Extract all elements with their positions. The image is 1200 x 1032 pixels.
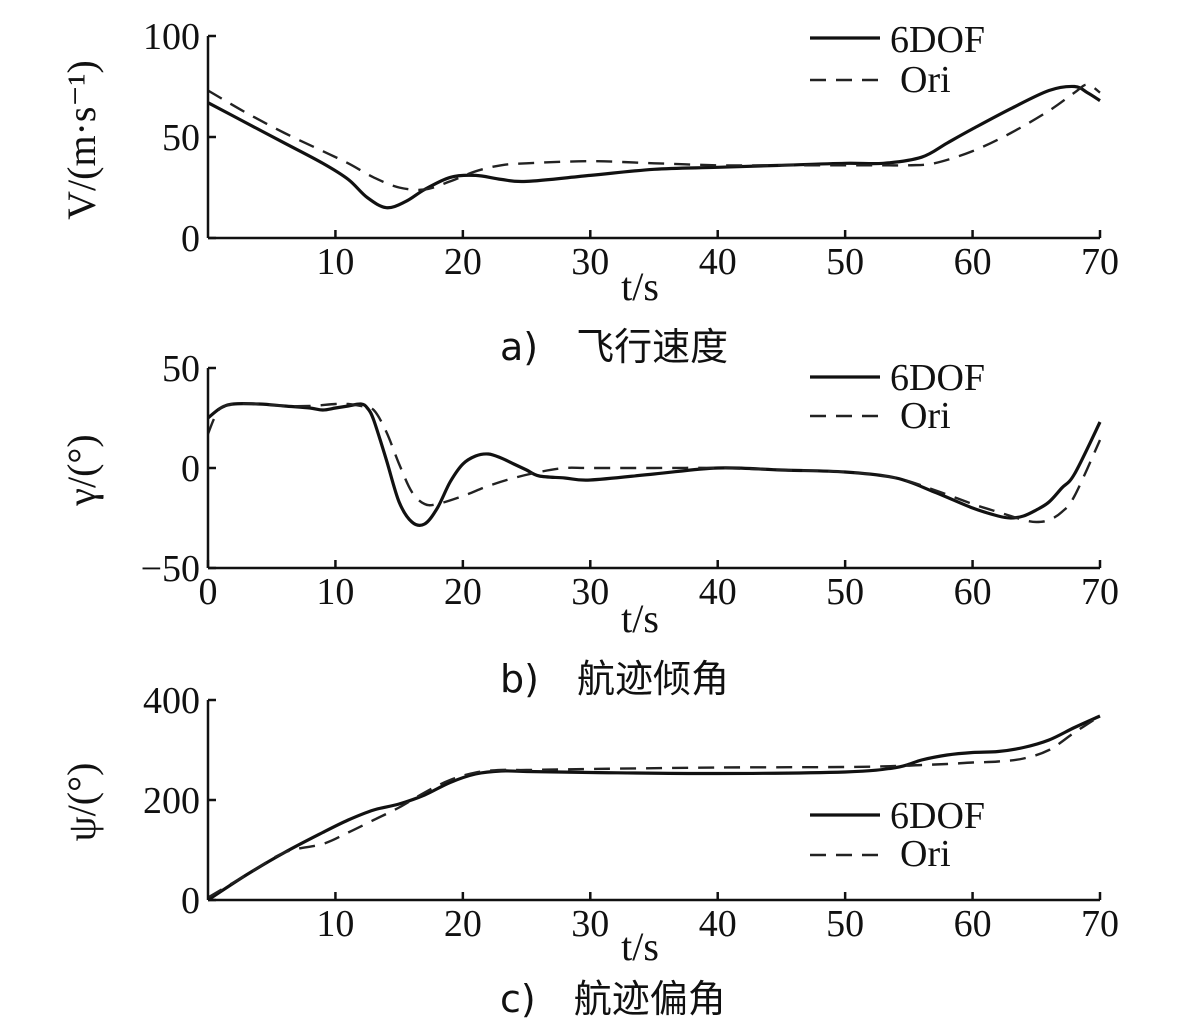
- legend-label-6dof: 6DOF: [890, 357, 985, 399]
- panel-a-xlabel: t/s: [621, 264, 659, 309]
- x-tick-label: 30: [571, 571, 609, 613]
- panel-a-legend: 6DOF Ori: [810, 19, 985, 101]
- legend-label-6dof: 6DOF: [890, 795, 985, 837]
- panel-c-ticks: 10 20 30 40 50 60 70 0 200 400: [143, 680, 1119, 945]
- panel-c-xlabel: t/s: [621, 924, 659, 969]
- x-tick-label: 10: [316, 241, 354, 283]
- series-line-ori: [207, 715, 1101, 899]
- panel-a-series-group: [207, 83, 1101, 210]
- x-tick-label: 40: [699, 571, 737, 613]
- y-tick-label: 50: [162, 348, 200, 390]
- series-line-6dof: [207, 84, 1101, 210]
- x-tick-label: 50: [826, 571, 864, 613]
- x-tick-label: 50: [826, 241, 864, 283]
- y-tick-label: −50: [141, 548, 200, 590]
- series-line-ori: [207, 83, 1101, 192]
- x-tick-label: 0: [199, 571, 218, 613]
- x-tick-label: 30: [571, 241, 609, 283]
- x-tick-label: 20: [444, 903, 482, 945]
- x-tick-label: 40: [699, 903, 737, 945]
- x-tick-label: 10: [316, 571, 354, 613]
- series-line-6dof: [207, 714, 1101, 902]
- panel-c-series-group: [207, 714, 1101, 902]
- x-tick-label: 70: [1081, 903, 1119, 945]
- x-tick-label: 70: [1081, 241, 1119, 283]
- x-tick-label: 60: [954, 903, 992, 945]
- x-tick-label: 20: [444, 241, 482, 283]
- panel-a-caption: a) 飞行速度: [500, 325, 728, 369]
- x-tick-label: 50: [826, 903, 864, 945]
- x-tick-label: 70: [1081, 571, 1119, 613]
- x-tick-label: 40: [699, 241, 737, 283]
- y-tick-label: 400: [143, 680, 200, 722]
- x-tick-label: 30: [571, 903, 609, 945]
- y-tick-label: 200: [143, 780, 200, 822]
- x-tick-label: 10: [316, 903, 354, 945]
- y-tick-label: 0: [181, 448, 200, 490]
- panel-a-ylabel: V/(m·s⁻¹): [59, 60, 104, 220]
- panel-a: 10 20 30 40 50 60 70 0 50 100 t/s V/(m·s⁻¹) 6DOF …: [59, 16, 1119, 369]
- panel-a-axes: [206, 36, 1100, 240]
- panel-c: 10 20 30 40 50 60 70 0 200 400 t/s ψ/(°) 6DOF Ori…: [59, 680, 1119, 1021]
- x-tick-label: 60: [954, 241, 992, 283]
- panel-b-caption: b) 航迹倾角: [500, 657, 729, 701]
- panel-a-ticks: 10 20 30 40 50 60 70 0 50 100: [143, 16, 1119, 283]
- panel-b-series-group: [206, 402, 1102, 527]
- legend-label-ori: Ori: [900, 833, 951, 875]
- x-tick-label: 20: [444, 571, 482, 613]
- legend-label-ori: Ori: [900, 59, 951, 101]
- x-tick-label: 60: [954, 571, 992, 613]
- panel-c-ylabel: ψ/(°): [59, 763, 104, 842]
- legend-label-6dof: 6DOF: [890, 19, 985, 61]
- panel-b-legend: 6DOF Ori: [810, 357, 985, 437]
- legend-label-ori: Ori: [900, 395, 951, 437]
- panel-c-legend: 6DOF Ori: [810, 795, 985, 875]
- panel-b-xlabel: t/s: [621, 596, 659, 641]
- series-line-ori: [206, 402, 1102, 524]
- y-tick-label: 50: [162, 117, 200, 159]
- series-line-6dof: [206, 402, 1102, 527]
- panel-b-ylabel: γ/(°): [59, 434, 104, 506]
- panel-c-caption: c) 航迹偏角: [500, 977, 726, 1021]
- y-tick-label: 0: [181, 218, 200, 260]
- y-tick-label: 0: [181, 880, 200, 922]
- y-tick-label: 100: [143, 16, 200, 58]
